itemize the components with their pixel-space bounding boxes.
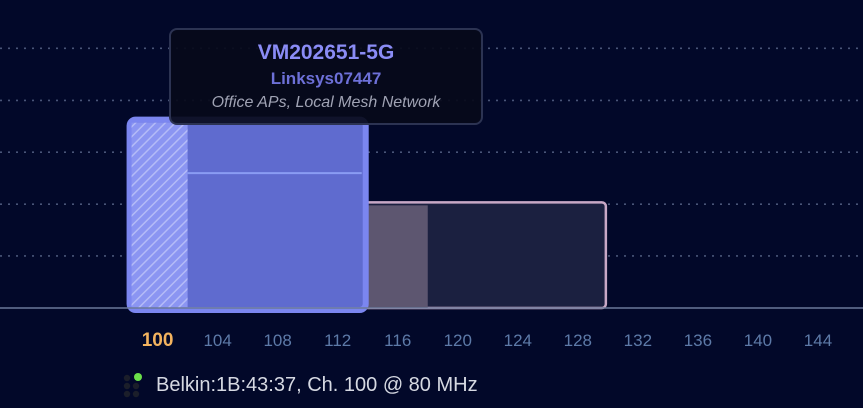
tooltip-vendor: Linksys07447 xyxy=(270,69,382,88)
signal-dots-icon xyxy=(123,373,142,398)
tooltip-groups: Office APs, Local Mesh Network xyxy=(211,94,441,111)
tick-label: 124 xyxy=(504,331,532,350)
bar-shade xyxy=(365,205,428,308)
network-bar-selected[interactable] xyxy=(126,116,369,313)
tick-label: 128 xyxy=(564,331,592,350)
bar-hatch xyxy=(131,122,188,308)
tick-label: 120 xyxy=(444,331,472,350)
tick-label: 144 xyxy=(804,331,832,350)
tooltip-ssid: VM202651-5G xyxy=(257,41,395,64)
tick-label: 140 xyxy=(744,331,772,350)
network-bars xyxy=(126,116,608,313)
tick-label: 116 xyxy=(384,331,411,350)
tick-label: 108 xyxy=(263,331,291,350)
tick-label: 136 xyxy=(684,331,712,350)
network-tooltip: VM202651-5G Linksys07447 Office APs, Loc… xyxy=(169,28,483,125)
tick-label-selected: 100 xyxy=(142,330,174,351)
selected-network-label: Belkin:1B:43:37, Ch. 100 @ 80 MHz xyxy=(156,373,478,396)
tick-label: 104 xyxy=(203,331,231,350)
tick-label: 112 xyxy=(324,331,351,350)
tick-label: 132 xyxy=(624,331,652,350)
network-bar[interactable] xyxy=(362,201,608,310)
x-axis-ticks: 100 104 108 112 116 120 124 128 132 136 140 144 xyxy=(142,330,832,351)
status-bar: Belkin:1B:43:37, Ch. 100 @ 80 MHz xyxy=(120,372,478,398)
